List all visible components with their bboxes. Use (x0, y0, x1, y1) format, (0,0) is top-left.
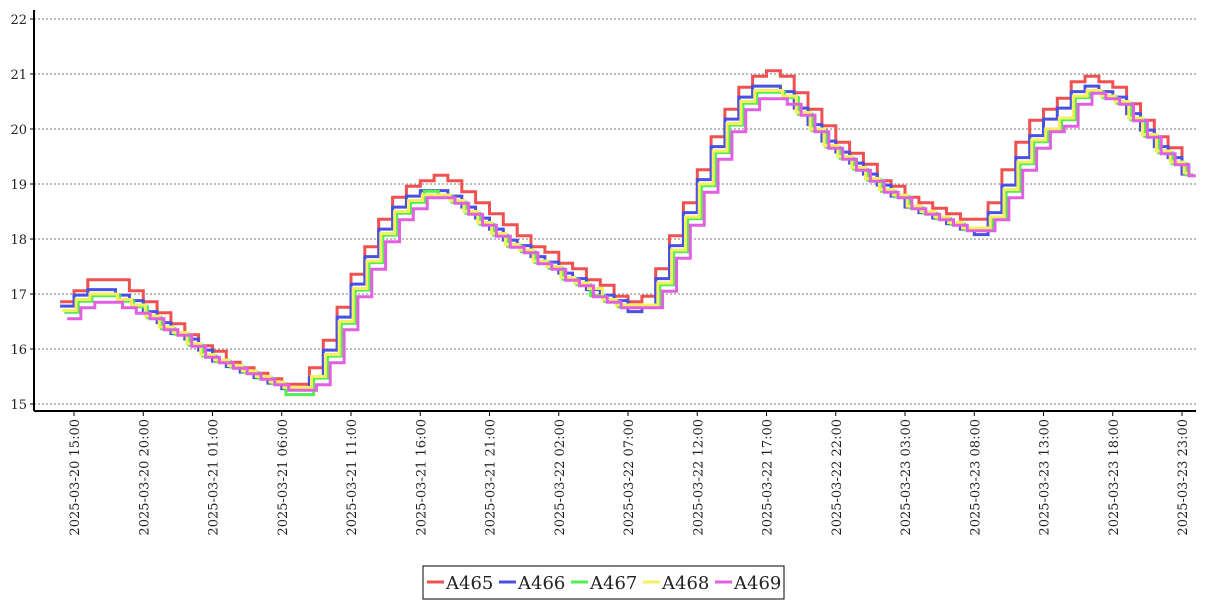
y-tick-label: 19 (10, 178, 27, 193)
x-tick-label: 2025-03-22 02:00 (553, 419, 568, 536)
series-line-a469 (67, 91, 1196, 392)
series-line-a466 (60, 84, 1189, 391)
axes (30, 10, 1196, 416)
x-tick-labels: 2025-03-20 15:00 2025-03-20 20:00 2025-03-… (68, 419, 1191, 536)
legend: A465 A466 A467 A468 A469 (422, 565, 785, 600)
x-tick-label: 2025-03-22 17:00 (761, 419, 776, 536)
x-tick-label: 2025-03-20 20:00 (137, 419, 152, 536)
y-tick-label: 22 (10, 13, 27, 28)
y-tick-label: 17 (10, 288, 27, 303)
x-tick-label: 2025-03-23 08:00 (968, 419, 983, 536)
y-tick-label: 18 (10, 233, 27, 248)
y-tick-label: 21 (10, 68, 27, 83)
x-tick-label: 2025-03-21 21:00 (484, 419, 499, 536)
legend-label: A469 (733, 573, 781, 594)
x-tick-label: 2025-03-23 23:00 (1176, 419, 1191, 536)
x-tick-label: 2025-03-23 18:00 (1107, 419, 1122, 536)
series-line-a465 (60, 69, 1189, 386)
x-tick-label: 2025-03-23 03:00 (899, 419, 914, 536)
series-lines (60, 69, 1196, 397)
legend-item-a469: A469 (715, 573, 781, 594)
x-tick-label: 2025-03-23 13:00 (1038, 419, 1053, 536)
x-tick-label: 2025-03-22 07:00 (622, 419, 637, 536)
legend-label: A465 (445, 573, 493, 594)
y-tick-label: 20 (10, 123, 27, 138)
x-tick-label: 2025-03-22 22:00 (830, 419, 845, 536)
x-tick-label: 2025-03-20 15:00 (68, 419, 83, 536)
legend-item-a467: A467 (571, 573, 637, 594)
x-tick-label: 2025-03-21 11:00 (345, 419, 360, 536)
legend-item-a468: A468 (643, 573, 709, 594)
x-tick-label: 2025-03-21 06:00 (276, 419, 291, 536)
legend-label: A466 (517, 573, 565, 594)
y-tick-label: 16 (10, 343, 27, 358)
x-tick-label: 2025-03-21 16:00 (414, 419, 429, 536)
x-tick-label: 2025-03-22 12:00 (691, 419, 706, 536)
legend-item-a465: A465 (427, 573, 493, 594)
legend-item-a466: A466 (499, 573, 565, 594)
legend-label: A467 (589, 573, 637, 594)
y-tick-label: 15 (10, 398, 27, 413)
x-tick-label: 2025-03-21 01:00 (207, 419, 222, 536)
y-tick-labels: 15 16 17 18 19 20 21 22 (10, 13, 27, 413)
legend-label: A468 (661, 573, 709, 594)
